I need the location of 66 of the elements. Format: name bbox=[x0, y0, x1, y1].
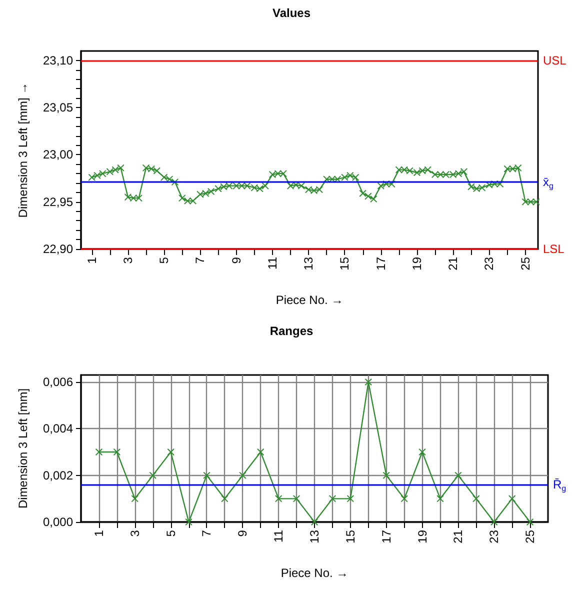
point bbox=[400, 495, 408, 502]
x-tick-label: 23 bbox=[487, 530, 502, 544]
point bbox=[293, 495, 300, 502]
y-tick-label: 22,95 bbox=[42, 194, 74, 209]
x-tick-label: 13 bbox=[302, 256, 316, 270]
x-tick-label: 9 bbox=[236, 530, 250, 537]
y-axis-title: Dimension 3 Left [mm] → bbox=[16, 82, 30, 218]
x-tick-label: 5 bbox=[164, 530, 178, 537]
point bbox=[221, 495, 228, 502]
x-tick-label: 3 bbox=[128, 530, 142, 537]
x-tick-label: 13 bbox=[308, 530, 322, 544]
x-tick-label: 1 bbox=[84, 256, 99, 264]
y-tick-label: 23,05 bbox=[42, 100, 74, 115]
x-tick-label: 1 bbox=[92, 530, 106, 537]
point bbox=[131, 495, 138, 502]
x-axis-title: Piece No. → bbox=[280, 566, 348, 580]
point bbox=[113, 448, 120, 456]
point bbox=[328, 495, 336, 502]
x-tick-label: 11 bbox=[272, 530, 286, 542]
chart-title: Values bbox=[272, 6, 311, 20]
point bbox=[239, 472, 246, 479]
x-tick-label: 9 bbox=[229, 256, 244, 264]
ref-line-label: LSL bbox=[543, 242, 565, 256]
point bbox=[436, 495, 444, 502]
x-tick-label: 7 bbox=[200, 530, 214, 537]
x-tick-label: 17 bbox=[374, 256, 388, 270]
x-tick-label: 25 bbox=[523, 530, 538, 544]
point bbox=[490, 518, 498, 526]
point bbox=[346, 495, 354, 502]
point bbox=[275, 495, 282, 502]
point bbox=[526, 518, 534, 526]
x-tick-label: 5 bbox=[157, 256, 172, 264]
point bbox=[95, 448, 102, 456]
x-tick-label: 7 bbox=[193, 256, 208, 264]
point bbox=[454, 472, 462, 479]
point bbox=[382, 472, 390, 479]
point bbox=[167, 448, 174, 456]
x-tick-label: 15 bbox=[343, 530, 358, 544]
y-tick-label: 0,000 bbox=[42, 515, 74, 529]
y-tick-label: 23,10 bbox=[42, 53, 74, 68]
point bbox=[311, 518, 318, 526]
point bbox=[508, 495, 516, 502]
x-tick-label: 19 bbox=[415, 530, 430, 544]
x-tick-label: 11 bbox=[265, 256, 280, 270]
chart-title: Ranges bbox=[270, 324, 314, 338]
x-tick-label: 21 bbox=[451, 530, 466, 544]
y-axis-title: Dimension 3 Left [mm] bbox=[16, 388, 30, 509]
x-tick-label: 17 bbox=[379, 530, 394, 544]
x-tick-label: 23 bbox=[482, 256, 496, 270]
point bbox=[472, 495, 480, 502]
point bbox=[364, 378, 372, 386]
x-tick-label: 25 bbox=[518, 256, 532, 270]
x-tick-label: 15 bbox=[338, 256, 352, 270]
y-tick-label: 0,006 bbox=[42, 375, 74, 389]
y-tick-label: 0,004 bbox=[42, 422, 74, 436]
x-tick-label: 3 bbox=[120, 256, 135, 264]
point bbox=[149, 472, 156, 479]
y-tick-label: 22,90 bbox=[42, 242, 74, 256]
point bbox=[257, 448, 264, 456]
x-tick-label: 19 bbox=[410, 256, 424, 270]
ref-line-label: USL bbox=[543, 53, 567, 68]
y-tick-label: 23,00 bbox=[42, 148, 74, 162]
y-tick-label: 0,002 bbox=[42, 468, 74, 482]
point bbox=[203, 472, 210, 479]
x-tick-label: 21 bbox=[446, 256, 460, 270]
x-axis-title: Piece No. → bbox=[276, 293, 344, 307]
